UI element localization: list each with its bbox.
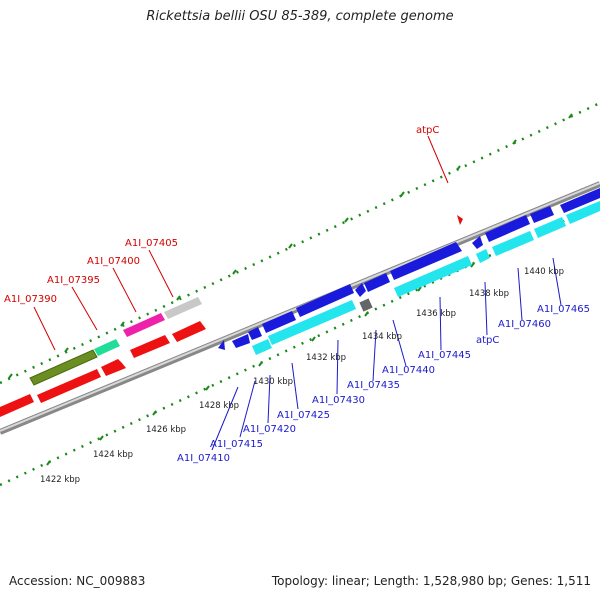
gene-label[interactable]: A1I_07410	[177, 453, 230, 464]
genome-summary-text: Topology: linear; Length: 1,528,980 bp; …	[271, 574, 591, 588]
scale-label: 1432 kbp	[306, 353, 346, 363]
gene-label[interactable]: A1I_07460	[498, 319, 551, 330]
gene-label[interactable]: A1I_07440	[382, 365, 435, 376]
gene-blue-1[interactable]	[218, 340, 225, 350]
scale-label: 1438 kbp	[469, 289, 509, 299]
forward-genes-red	[0, 321, 206, 417]
scale-label: 1440 kbp	[524, 267, 564, 277]
forward-leader-lines	[33, 135, 449, 351]
gene-blue-6[interactable]	[355, 283, 366, 297]
gene-blue-3[interactable]	[248, 327, 262, 340]
gene-fwd-marker	[457, 215, 463, 225]
forward-gene-labels: A1I_07390 A1I_07395 A1I_07400 A1I_07405 …	[4, 125, 439, 305]
gene-blue-11[interactable]	[530, 206, 554, 223]
gene-label[interactable]: atpC	[476, 335, 499, 346]
gene-label[interactable]: A1I_07435	[347, 380, 400, 391]
gene-label[interactable]: A1I_07420	[243, 424, 296, 435]
gene-label[interactable]: A1I_07465	[537, 304, 590, 315]
gene-label[interactable]: A1I_07425	[277, 410, 330, 421]
gene-blue-7[interactable]	[364, 273, 390, 292]
gene-red-2[interactable]	[37, 369, 101, 403]
gene-cyan-4[interactable]	[476, 249, 490, 263]
gene-cyan-7[interactable]	[566, 201, 600, 224]
gene-grey-small[interactable]	[359, 298, 373, 312]
gene-blue-4[interactable]	[262, 311, 296, 333]
gene-blue-2[interactable]	[232, 334, 250, 348]
gene-label[interactable]: A1I_07405	[125, 238, 178, 249]
gene-label[interactable]: A1I_07390	[4, 294, 57, 305]
gene-red-4[interactable]	[130, 335, 170, 358]
gene-cyan-2[interactable]	[268, 300, 356, 345]
reverse-genes-blue	[218, 206, 554, 350]
scale-label: 1426 kbp	[146, 425, 186, 435]
reverse-leader-lines	[211, 257, 562, 451]
gene-red-1[interactable]	[0, 394, 34, 417]
gene-red-5[interactable]	[172, 321, 206, 342]
scale-label: 1422 kbp	[40, 475, 80, 485]
gene-a1i-07400[interactable]	[123, 313, 165, 337]
gene-cyan-6[interactable]	[534, 217, 566, 238]
reverse-genes-cyan	[252, 201, 600, 355]
gene-red-3[interactable]	[101, 359, 126, 376]
accession-text: Accession: NC_009883	[9, 574, 146, 588]
scale-label: 1424 kbp	[93, 450, 133, 460]
gene-a1i-07390b[interactable]	[94, 339, 120, 356]
gene-label[interactable]: A1I_07445	[418, 350, 471, 361]
gene-a1i-07405[interactable]	[164, 297, 202, 319]
gene-a1i-07390[interactable]	[29, 349, 98, 386]
scale-labels: 1422 kbp 1424 kbp 1426 kbp 1428 kbp 1430…	[40, 267, 564, 485]
gene-cyan-3[interactable]	[394, 256, 472, 297]
upper-scale-line	[0, 101, 600, 385]
forward-genes	[29, 188, 600, 386]
reverse-gene-labels: A1I_07410 A1I_07415 A1I_07420 A1I_07425 …	[177, 304, 590, 464]
scale-label: 1428 kbp	[199, 401, 239, 411]
map-title: Rickettsia bellii OSU 85-389, complete g…	[146, 9, 454, 24]
gene-blue-8[interactable]	[390, 242, 462, 280]
gene-blue-10[interactable]	[485, 215, 530, 242]
scale-label: 1430 kbp	[253, 377, 293, 387]
gene-atpc-forward[interactable]	[560, 188, 600, 213]
gene-label[interactable]: atpC	[416, 125, 439, 136]
gene-cyan-5[interactable]	[492, 231, 534, 256]
gene-label[interactable]: A1I_07395	[47, 275, 100, 286]
gene-label[interactable]: A1I_07415	[210, 439, 263, 450]
scale-label: 1436 kbp	[416, 309, 456, 319]
gene-label[interactable]: A1I_07430	[312, 395, 365, 406]
gene-cyan-1[interactable]	[252, 339, 272, 355]
gene-blue-9[interactable]	[472, 236, 483, 249]
scale-label: 1434 kbp	[362, 332, 402, 342]
gene-label[interactable]: A1I_07400	[87, 256, 140, 267]
gene-blue-5[interactable]	[296, 284, 354, 317]
